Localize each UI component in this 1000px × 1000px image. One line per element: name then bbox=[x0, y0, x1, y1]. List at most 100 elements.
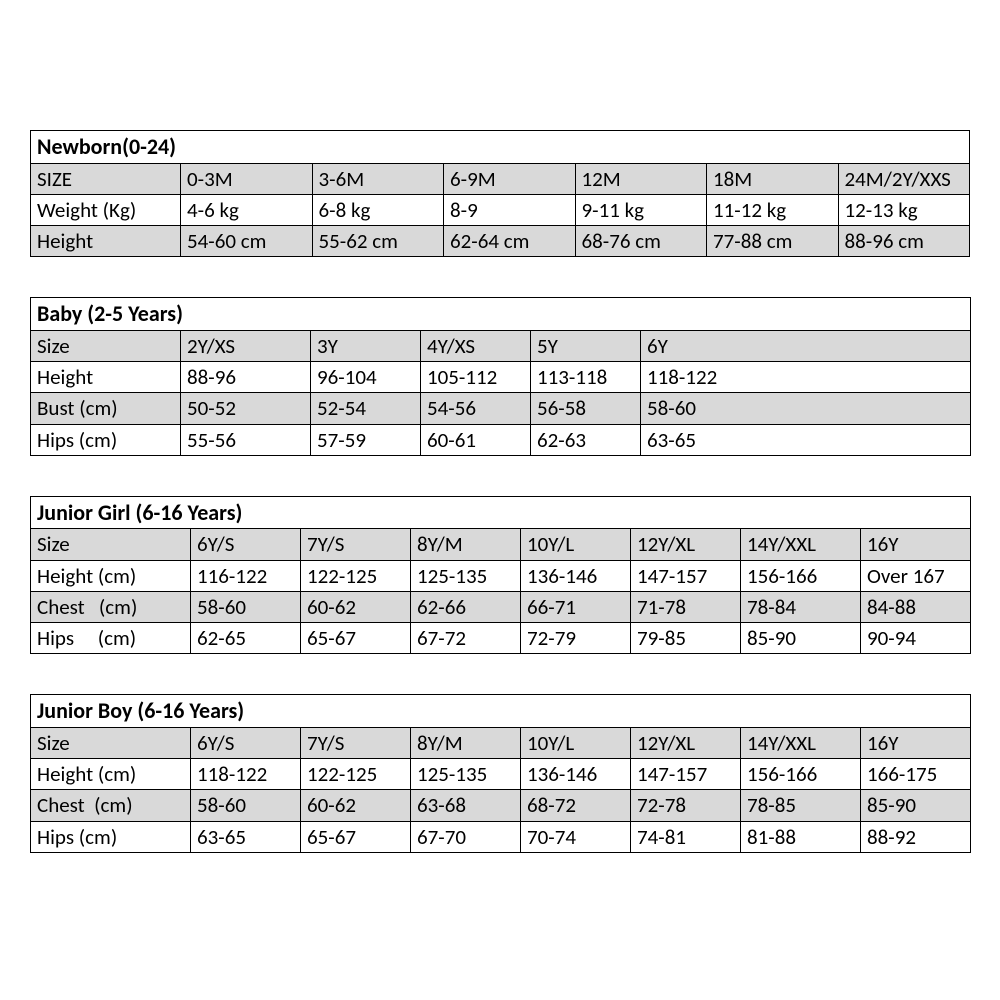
cell: 96-104 bbox=[311, 362, 421, 393]
baby-table: Baby (2-5 Years)Size2Y/XS3Y4Y/XS5Y6YHeig… bbox=[30, 297, 971, 456]
cell: 6-9M bbox=[444, 163, 576, 194]
cell: 78-85 bbox=[741, 790, 861, 821]
cell: 71-78 bbox=[631, 591, 741, 622]
table-row: Height88-9696-104105-112113-118118-122 bbox=[31, 362, 971, 393]
table-row: Weight (Kg)4-6 kg6-8 kg8-99-11 kg11-12 k… bbox=[31, 194, 970, 225]
cell: 66-71 bbox=[521, 591, 631, 622]
cell: 72-78 bbox=[631, 790, 741, 821]
junior-boy-table-block: Junior Boy (6-16 Years)Size6Y/S7Y/S8Y/M1… bbox=[30, 694, 970, 853]
cell: 74-81 bbox=[631, 821, 741, 852]
cell: 136-146 bbox=[521, 560, 631, 591]
cell: 78-84 bbox=[741, 591, 861, 622]
row-label: SIZE bbox=[31, 163, 181, 194]
cell: 56-58 bbox=[531, 393, 641, 424]
cell: 11-12 kg bbox=[707, 194, 839, 225]
row-label: Size bbox=[31, 330, 181, 361]
cell: 6Y/S bbox=[191, 529, 301, 560]
cell: 156-166 bbox=[741, 759, 861, 790]
cell: 88-96 bbox=[181, 362, 311, 393]
cell: 58-60 bbox=[191, 790, 301, 821]
cell: 12-13 kg bbox=[838, 194, 970, 225]
cell: 85-90 bbox=[741, 623, 861, 654]
cell: 62-63 bbox=[531, 424, 641, 455]
cell: 72-79 bbox=[521, 623, 631, 654]
newborn-table-block: Newborn(0-24)SIZE0-3M3-6M6-9M12M18M24M/2… bbox=[30, 130, 970, 257]
cell: 8Y/M bbox=[411, 727, 521, 758]
row-label: Bust (cm) bbox=[31, 393, 181, 424]
cell: 7Y/S bbox=[301, 529, 411, 560]
cell: 6Y bbox=[641, 330, 971, 361]
size-chart-page: Newborn(0-24)SIZE0-3M3-6M6-9M12M18M24M/2… bbox=[0, 0, 1000, 933]
cell: 62-65 bbox=[191, 623, 301, 654]
table-row: Height54-60 cm55-62 cm62-64 cm68-76 cm77… bbox=[31, 226, 970, 257]
cell: 58-60 bbox=[641, 393, 971, 424]
cell: 14Y/XXL bbox=[741, 529, 861, 560]
row-label: Height (cm) bbox=[31, 759, 191, 790]
junior-boy-table: Junior Boy (6-16 Years)Size6Y/S7Y/S8Y/M1… bbox=[30, 694, 971, 853]
cell: 54-60 cm bbox=[181, 226, 313, 257]
cell: 18M bbox=[707, 163, 839, 194]
cell: 118-122 bbox=[191, 759, 301, 790]
cell: 65-67 bbox=[301, 623, 411, 654]
cell: 3-6M bbox=[312, 163, 444, 194]
row-label: Hips (cm) bbox=[31, 821, 191, 852]
cell: 60-62 bbox=[301, 591, 411, 622]
cell: 68-76 cm bbox=[575, 226, 707, 257]
cell: 122-125 bbox=[301, 759, 411, 790]
cell: 84-88 bbox=[861, 591, 971, 622]
table-row: Height (cm)116-122122-125125-135136-1461… bbox=[31, 560, 971, 591]
table-row: Size6Y/S7Y/S8Y/M10Y/L12Y/XL14Y/XXL16Y bbox=[31, 529, 971, 560]
row-label: Height bbox=[31, 362, 181, 393]
junior-girl-table: Junior Girl (6-16 Years)Size6Y/S7Y/S8Y/M… bbox=[30, 496, 971, 655]
cell: 16Y bbox=[861, 727, 971, 758]
cell: 3Y bbox=[311, 330, 421, 361]
cell: 122-125 bbox=[301, 560, 411, 591]
cell: 4Y/XS bbox=[421, 330, 531, 361]
row-label: Hips (cm) bbox=[31, 424, 181, 455]
baby-title: Baby (2-5 Years) bbox=[31, 298, 971, 331]
cell: 12Y/XL bbox=[631, 727, 741, 758]
cell: 79-85 bbox=[631, 623, 741, 654]
row-label: Size bbox=[31, 727, 191, 758]
cell: 116-122 bbox=[191, 560, 301, 591]
cell: 62-66 bbox=[411, 591, 521, 622]
cell: 90-94 bbox=[861, 623, 971, 654]
row-label: Hips (cm) bbox=[31, 623, 191, 654]
table-row: SIZE0-3M3-6M6-9M12M18M24M/2Y/XXS bbox=[31, 163, 970, 194]
cell: 12M bbox=[575, 163, 707, 194]
cell: 125-135 bbox=[411, 759, 521, 790]
cell: 125-135 bbox=[411, 560, 521, 591]
cell: 54-56 bbox=[421, 393, 531, 424]
table-row: Hips (cm)63-6565-6767-7070-7474-8181-888… bbox=[31, 821, 971, 852]
cell: 105-112 bbox=[421, 362, 531, 393]
cell: 62-64 cm bbox=[444, 226, 576, 257]
cell: 60-62 bbox=[301, 790, 411, 821]
cell: 63-65 bbox=[641, 424, 971, 455]
cell: 65-67 bbox=[301, 821, 411, 852]
row-label: Height (cm) bbox=[31, 560, 191, 591]
cell: 118-122 bbox=[641, 362, 971, 393]
cell: 16Y bbox=[861, 529, 971, 560]
row-label: Size bbox=[31, 529, 191, 560]
cell: 24M/2Y/XXS bbox=[838, 163, 970, 194]
cell: 6Y/S bbox=[191, 727, 301, 758]
table-row: Hips (cm)62-6565-6767-7272-7979-8585-909… bbox=[31, 623, 971, 654]
cell: 57-59 bbox=[311, 424, 421, 455]
cell: 67-72 bbox=[411, 623, 521, 654]
cell: 9-11 kg bbox=[575, 194, 707, 225]
cell: 8Y/M bbox=[411, 529, 521, 560]
cell: 14Y/XXL bbox=[741, 727, 861, 758]
cell: 0-3M bbox=[181, 163, 313, 194]
cell: 68-72 bbox=[521, 790, 631, 821]
row-label: Weight (Kg) bbox=[31, 194, 181, 225]
cell: 88-96 cm bbox=[838, 226, 970, 257]
table-row: Height (cm)118-122122-125125-135136-1461… bbox=[31, 759, 971, 790]
table-row: Chest (cm)58-6060-6263-6868-7272-7878-85… bbox=[31, 790, 971, 821]
cell: 5Y bbox=[531, 330, 641, 361]
cell: 113-118 bbox=[531, 362, 641, 393]
row-label: Chest (cm) bbox=[31, 790, 191, 821]
cell: 12Y/XL bbox=[631, 529, 741, 560]
cell: 52-54 bbox=[311, 393, 421, 424]
cell: 67-70 bbox=[411, 821, 521, 852]
cell: 55-56 bbox=[181, 424, 311, 455]
